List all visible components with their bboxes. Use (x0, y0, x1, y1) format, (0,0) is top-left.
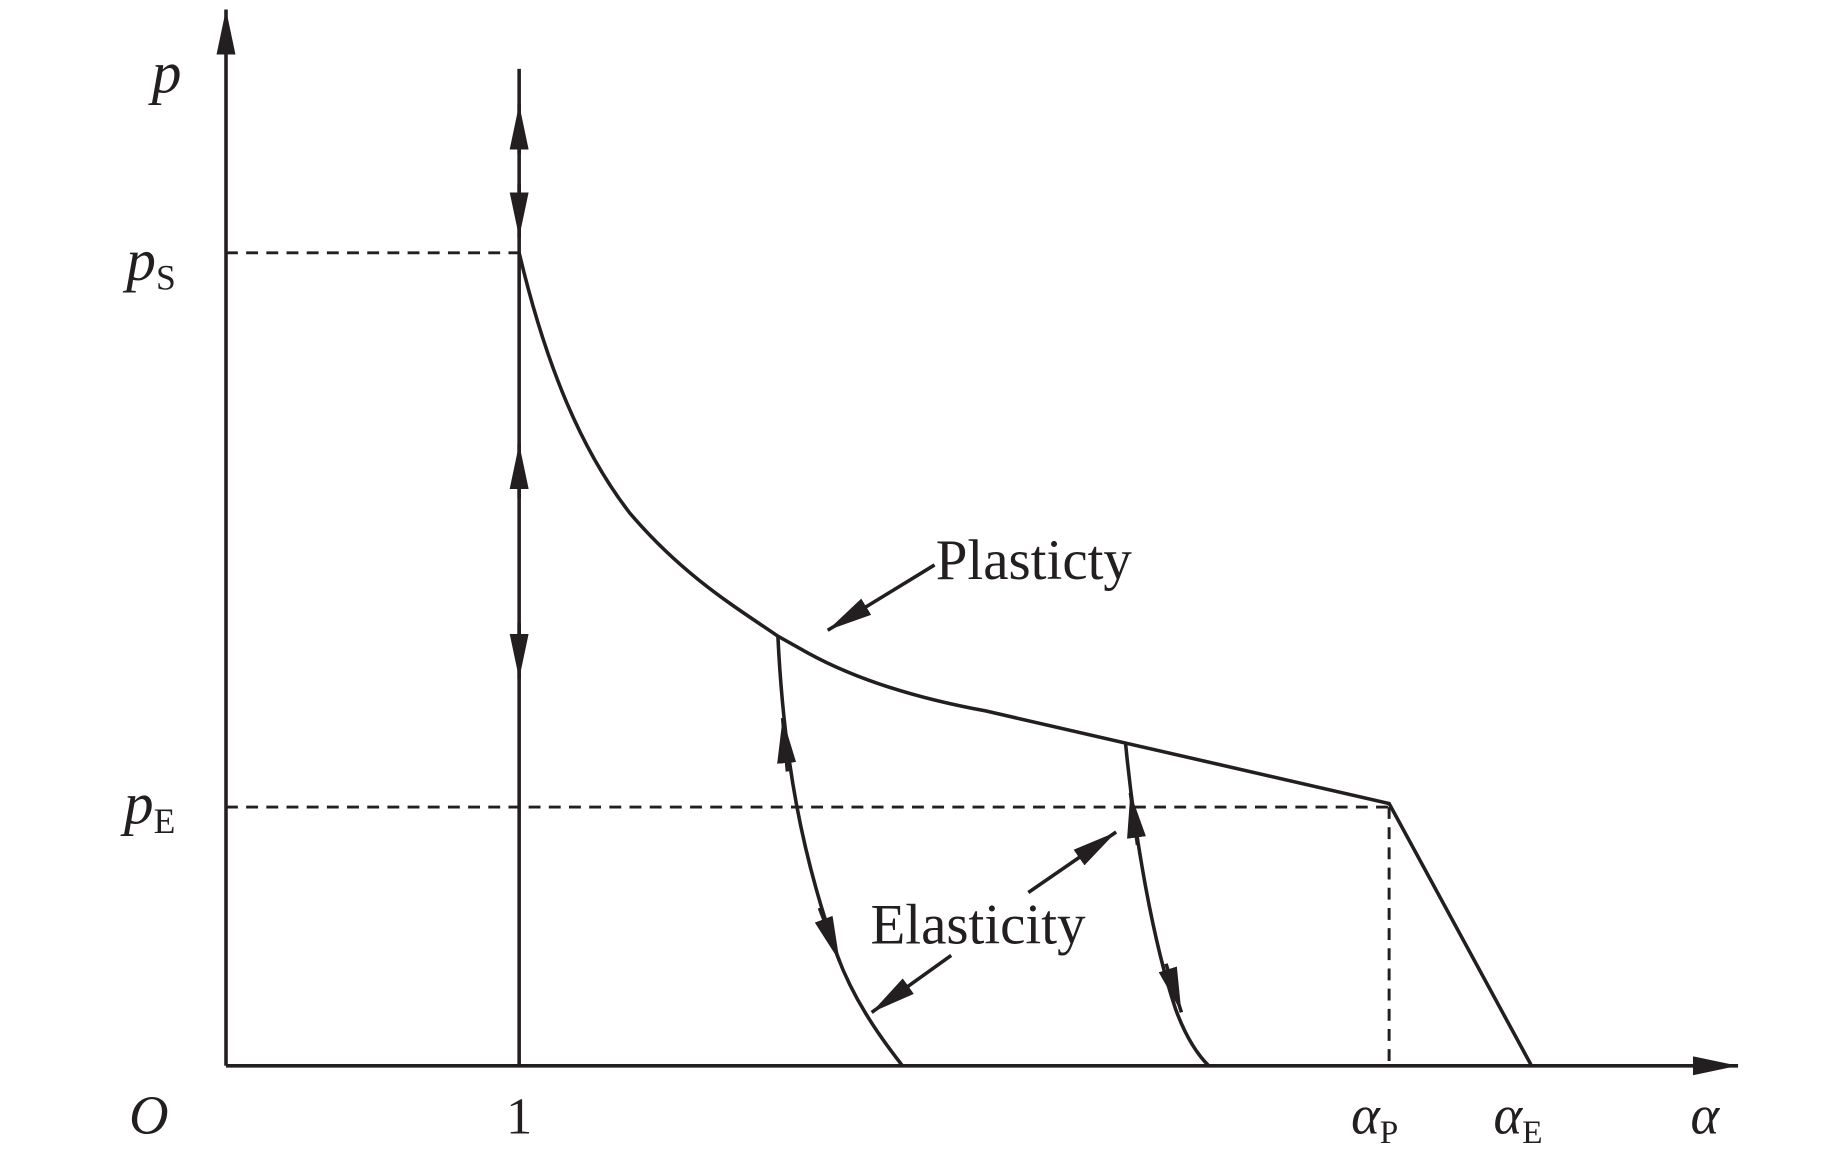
arrow (1158, 963, 1184, 1013)
guide-pe (226, 805, 1391, 1066)
arrow (1127, 792, 1146, 846)
annotation-arrow (1027, 830, 1118, 894)
plastic-curve (517, 252, 1534, 1067)
elastic-annotation: Elasticity (870, 894, 1086, 957)
tick-sub: P (1380, 1114, 1398, 1151)
tick-main: p (122, 227, 156, 293)
elastic-curve (776, 636, 904, 1067)
arrow (814, 907, 842, 962)
y-label: p (148, 40, 182, 106)
plastic-annotation: Plasticty (936, 529, 1133, 592)
tick-label: pS (122, 227, 175, 297)
tick-sub: S (156, 258, 176, 298)
tick-label: αE (1494, 1084, 1543, 1150)
tick-main: α (1494, 1084, 1524, 1145)
tick-label: pE (120, 771, 175, 841)
tick-label: αP (1351, 1084, 1398, 1150)
annotation-arrow (870, 953, 953, 1014)
x-label: α (1690, 1084, 1720, 1145)
tick-sub: E (154, 801, 176, 841)
tick-main: α (1351, 1084, 1381, 1145)
origin-label: O (129, 1084, 168, 1145)
annotation-arrow (826, 563, 936, 632)
elastic-curve (1123, 743, 1210, 1068)
tick-sub: E (1522, 1114, 1542, 1151)
arrow (777, 717, 797, 772)
tick-main: p (120, 771, 154, 837)
x-tick-label: 1 (506, 1087, 532, 1145)
